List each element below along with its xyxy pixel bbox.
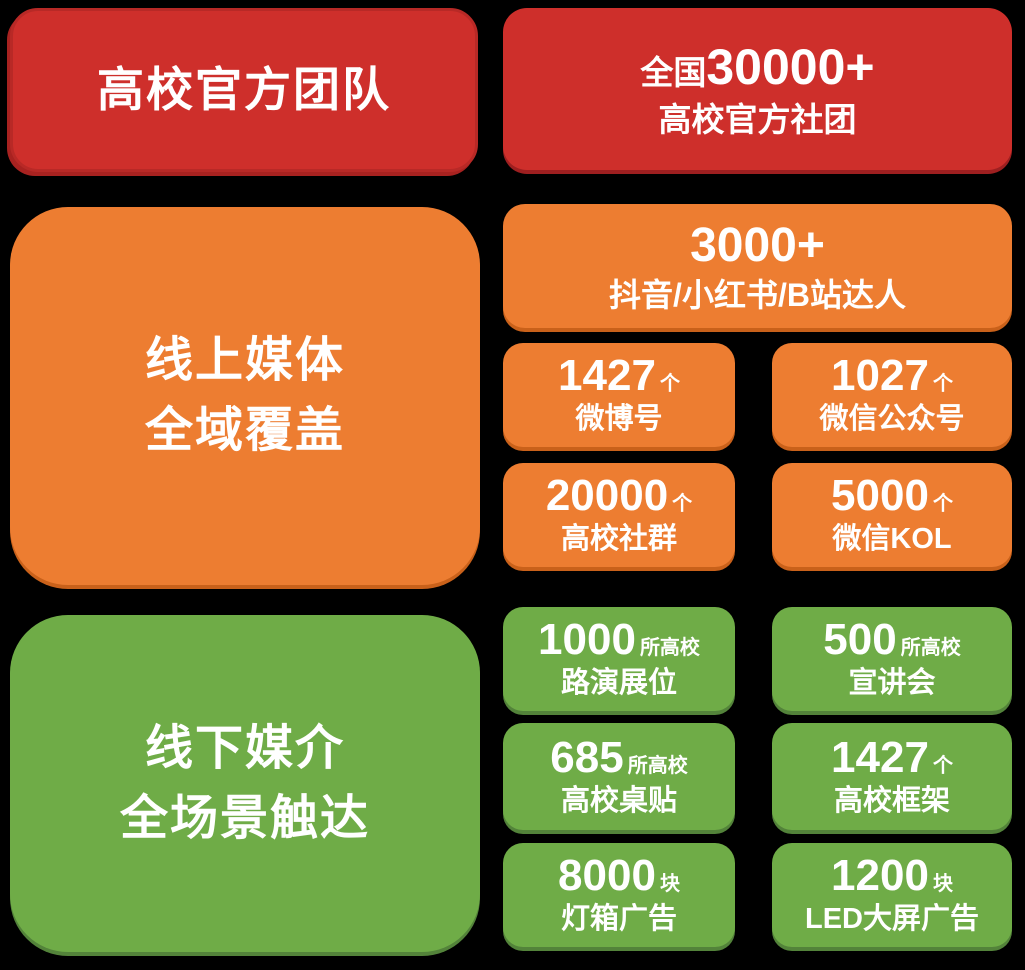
team-stat-card: 全国 30000+ 高校官方社团 [503, 8, 1012, 170]
stat-unit: 所高校 [900, 637, 961, 660]
online-wide-stat-card: 3000+ 抖音/小红书/B站达人 [503, 204, 1012, 328]
stat-number: 1027 [831, 351, 929, 401]
stat-label: 微信公众号 [819, 403, 965, 436]
online-wide-number: 3000+ [690, 219, 825, 272]
stat-label: 高校框架 [833, 784, 950, 817]
offline-title-line1: 线下媒介 [144, 721, 345, 775]
stat-number: 1427 [831, 732, 929, 782]
stat-unit: 块 [659, 873, 680, 896]
stat-unit: 个 [932, 754, 953, 777]
stat-label: 高校社群 [560, 523, 677, 556]
online-stat-wechat-kol: 5000 个 微信KOL [772, 463, 1012, 567]
online-section-title-card: 线上媒体 全域覆盖 [10, 207, 480, 585]
stat-number-line: 500 所高校 [823, 617, 960, 663]
team-section-title: 高校官方团队 [97, 62, 391, 116]
offline-stat-info-session: 500 所高校 宣讲会 [772, 607, 1012, 711]
online-stat-wechat-official: 1027 个 微信公众号 [772, 343, 1012, 447]
online-title-line1: 线上媒体 [144, 334, 345, 388]
stat-number: 1200 [831, 851, 929, 901]
stat-unit: 所高校 [639, 637, 700, 660]
stat-unit: 个 [932, 493, 953, 516]
offline-stat-lightbox-ads: 8000 块 灯箱广告 [503, 843, 735, 947]
online-stat-campus-groups: 20000 个 高校社群 [503, 463, 735, 567]
stat-number: 685 [550, 732, 624, 782]
offline-stat-desk-sticker: 685 所高校 高校桌贴 [503, 723, 735, 830]
stat-number-line: 1427 个 [558, 353, 680, 399]
stat-number: 1000 [538, 615, 636, 665]
stat-number: 500 [823, 615, 897, 665]
offline-stat-led-screen-ads: 1200 块 LED大屏广告 [772, 843, 1012, 947]
online-title-line2: 全域覆盖 [144, 404, 345, 457]
stat-number-line: 5000 个 [831, 473, 953, 519]
offline-title-line2: 全场景触达 [119, 791, 370, 845]
stat-label: 微信KOL [832, 523, 952, 556]
stat-label: 灯箱广告 [560, 903, 677, 936]
stat-number-line: 20000 个 [546, 473, 692, 519]
offline-stat-roadshow: 1000 所高校 路演展位 [503, 607, 735, 711]
stat-unit: 个 [672, 493, 693, 516]
stat-label: 微博号 [575, 403, 663, 436]
stat-number-line: 1427 个 [831, 732, 953, 782]
offline-stat-campus-frame: 1427 个 高校框架 [772, 723, 1012, 830]
team-stat-number-line: 全国 30000+ [640, 39, 874, 97]
online-wide-label: 抖音/小红书/B站达人 [609, 277, 906, 314]
stat-label: 路演展位 [560, 667, 677, 700]
stat-number: 5000 [831, 471, 929, 521]
team-section-title-card: 高校官方团队 [10, 8, 478, 172]
stat-number: 20000 [545, 471, 669, 521]
stat-number-line: 1000 所高校 [538, 617, 700, 663]
stat-unit: 个 [932, 373, 953, 396]
stat-unit: 个 [659, 373, 680, 396]
stat-number-line: 1027 个 [831, 353, 953, 399]
stat-label: 宣讲会 [848, 667, 936, 700]
stat-number: 8000 [558, 851, 656, 901]
team-stat-label: 高校官方社团 [658, 100, 857, 138]
online-stat-weibo: 1427 个 微博号 [503, 343, 735, 447]
stat-number-line: 685 所高校 [550, 732, 688, 782]
stat-unit: 块 [932, 873, 953, 896]
stat-number-line: 8000 块 [558, 853, 680, 899]
stat-number-line: 1200 块 [831, 853, 953, 899]
team-stat-prefix: 全国 [640, 54, 707, 92]
stat-unit: 所高校 [627, 754, 688, 777]
stat-label: 高校桌贴 [560, 784, 677, 817]
offline-section-title-card: 线下媒介 全场景触达 [10, 615, 480, 952]
team-stat-number: 30000+ [706, 39, 875, 96]
stat-number: 1427 [558, 351, 656, 401]
stat-label: LED大屏广告 [804, 903, 979, 936]
